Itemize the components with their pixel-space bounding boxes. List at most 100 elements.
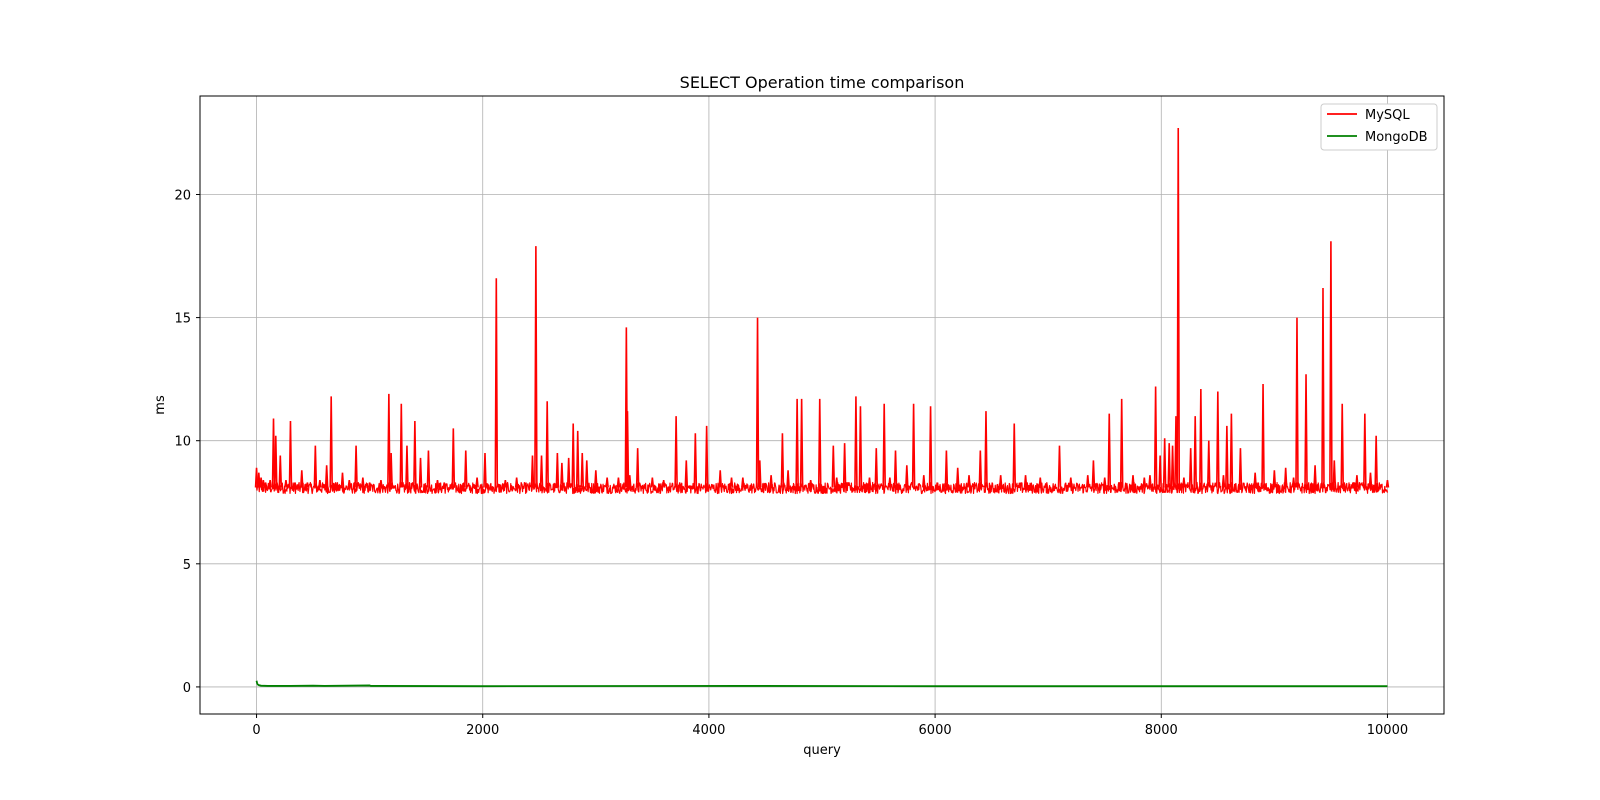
series-point-mysql (967, 475, 971, 488)
series-point-mysql (1238, 448, 1243, 488)
series-point-mysql (379, 479, 383, 488)
series-point-mysql (333, 482, 338, 488)
series-point-mysql (1119, 398, 1124, 488)
series-point-mysql (635, 448, 640, 488)
chart-title: SELECT Operation time comparison (680, 73, 965, 92)
x-tick-label: 0 (252, 723, 260, 738)
legend: MySQL MongoDB (1320, 103, 1438, 151)
series-point-mysql (405, 445, 409, 488)
series-point-mysql (693, 433, 698, 488)
series-point-mysql (347, 479, 352, 488)
series-point-mysql (1193, 416, 1197, 488)
series-point-mysql (674, 416, 678, 488)
series-point-mysql (888, 477, 892, 488)
series-point-mysql (539, 455, 544, 488)
series-point-mysql (1363, 413, 1367, 488)
series-point-mysql (1321, 288, 1325, 488)
y-axis-label: ms (153, 395, 168, 415)
y-tick-label: 0 (183, 681, 191, 696)
series-point-mysql (1272, 470, 1277, 488)
x-axis-label: query (803, 743, 841, 758)
series-point-mysql (1385, 479, 1390, 488)
series-point-mysql (566, 457, 571, 488)
series-point-mysql (650, 477, 655, 488)
series-point-mysql (867, 477, 872, 488)
legend-box (1320, 103, 1438, 151)
legend-label-mongodb: MongoDB (1365, 130, 1428, 145)
series-point-mysql (278, 455, 283, 488)
series-point-mysql (625, 411, 630, 488)
series-point-mysql (893, 450, 898, 488)
series-point-mysql (293, 482, 297, 488)
series-point-mysql (329, 396, 333, 488)
series-point-mysql (1148, 475, 1152, 488)
series-point-mysql (1261, 384, 1265, 488)
series-point-mysql (605, 477, 609, 488)
series-point-mysql (1199, 388, 1203, 488)
series-point-mysql (842, 443, 847, 488)
plot-frame (199, 95, 1445, 715)
series-layer (254, 128, 1390, 688)
series-point-mysql (1131, 475, 1135, 488)
x-tick-label: 2000 (466, 723, 499, 738)
series-point-mysql (1283, 467, 1288, 488)
series-point-mysql (299, 470, 304, 488)
series-point-mysql (741, 477, 745, 488)
series-point-mysql (545, 401, 549, 488)
series-point-mysql (275, 482, 279, 488)
series-point-mysql (1162, 438, 1167, 488)
series-point-mysql (1216, 391, 1220, 488)
series-point-mysql (494, 278, 499, 488)
series-point-mysql (808, 479, 813, 488)
series-point-mysql (955, 467, 960, 488)
series-point-mysql (1057, 445, 1062, 488)
series-point-mysql (318, 479, 322, 488)
series-point-mysql (661, 479, 666, 488)
series-point-mysql (928, 406, 933, 488)
series-point-mysql (1158, 455, 1162, 488)
series-point-mysql (786, 470, 790, 488)
series-point-mysql (305, 482, 310, 488)
series-point-mysql (1102, 477, 1107, 488)
series-point-mysql (729, 477, 734, 488)
y-tick-label: 20 (174, 188, 191, 203)
series-point-mysql (534, 246, 538, 488)
series-point-mysql (718, 470, 723, 488)
series-point-mysql (442, 482, 447, 488)
series-point-mysql (921, 475, 926, 488)
series-point-mysql (261, 479, 266, 488)
series-point-mysql (1107, 413, 1112, 488)
series-point-mysql (530, 455, 535, 488)
series-point-mysql (1253, 472, 1257, 488)
series-point-mysql (874, 448, 879, 488)
series-point-mysql (555, 452, 560, 488)
series-point-mysql (769, 475, 773, 488)
x-tick-label: 8000 (1145, 723, 1178, 738)
series-point-mysql (594, 470, 598, 488)
series-point-mysql (858, 406, 863, 488)
series-point-mysql (1304, 374, 1308, 488)
series-point-mysql (684, 460, 689, 488)
series-point-mysql (1069, 477, 1073, 488)
series-point-mysql (288, 420, 293, 488)
series-point-mysql (1085, 475, 1090, 488)
series-point-mysql (1142, 477, 1147, 488)
series-point-mysql (340, 472, 345, 488)
series-point-mysql (1340, 403, 1345, 488)
series-point-mysql (367, 482, 372, 488)
series-point-mysql (1167, 443, 1171, 488)
series-point-mysql (1229, 413, 1234, 488)
series-point-mysql (560, 462, 564, 488)
series-point-mysql (944, 450, 949, 488)
series-point-mysql (627, 475, 632, 488)
series-point-mysql (413, 420, 417, 488)
series-point-mysql (817, 398, 822, 488)
series-point-mysql (418, 457, 423, 488)
y-tick-label: 15 (174, 312, 191, 327)
series-point-mysql (978, 450, 983, 488)
series-point-mysql (984, 411, 988, 488)
x-tick-label: 6000 (919, 723, 952, 738)
y-tick-label: 5 (183, 558, 191, 573)
series-point-mysql (313, 445, 318, 488)
